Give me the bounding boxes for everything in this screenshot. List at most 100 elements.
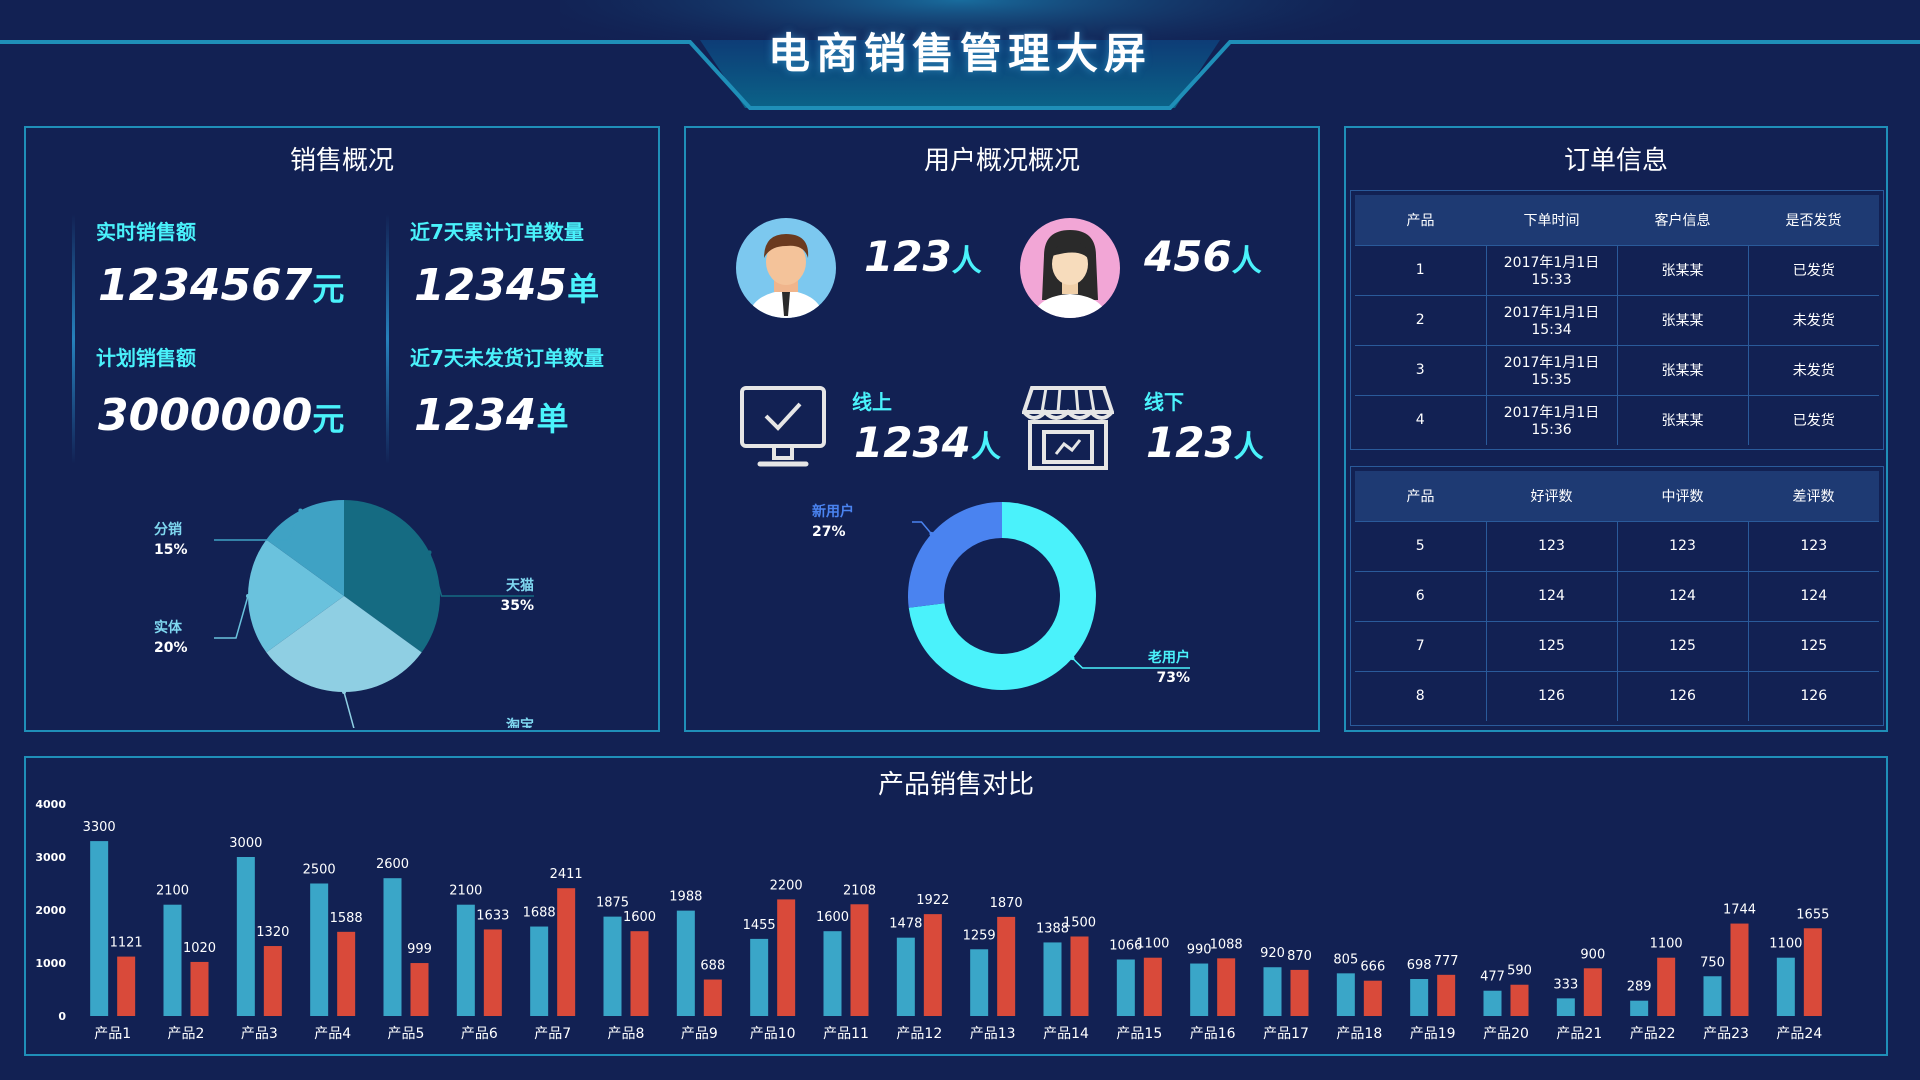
table-cell: 未发货 bbox=[1747, 344, 1879, 395]
bar-value-label: 477 bbox=[1480, 970, 1505, 985]
bar bbox=[1703, 976, 1722, 1016]
bar-value-label: 2600 bbox=[376, 857, 409, 872]
table-row: 5 123 123 123 bbox=[1355, 520, 1879, 571]
plan-sales-unit: 元 bbox=[312, 400, 345, 438]
bar-value-label: 920 bbox=[1260, 946, 1285, 961]
bar bbox=[337, 931, 356, 1016]
table-cell: 124 bbox=[1616, 570, 1748, 621]
male-avatar-icon bbox=[736, 218, 836, 318]
review-table-header: 产品 好评数 中评数 差评数 bbox=[1355, 471, 1879, 521]
bar bbox=[1803, 928, 1822, 1016]
x-tick-label: 产品14 bbox=[1043, 1026, 1089, 1042]
table-cell: 2017年1月1日15:35 bbox=[1485, 344, 1617, 395]
donut-label-percent: 73% bbox=[1156, 670, 1190, 686]
offline-label: 线下 bbox=[1144, 390, 1184, 414]
table-cell: 2017年1月1日15:33 bbox=[1485, 244, 1617, 295]
bar bbox=[750, 938, 769, 1016]
bar-value-label: 2100 bbox=[449, 884, 482, 899]
bar bbox=[90, 841, 109, 1016]
bar bbox=[630, 931, 649, 1016]
order-info-panel: 订单信息 产品 下单时间 客户信息 是否发货 1 2017年1月1日15:33 … bbox=[1344, 126, 1888, 732]
table-cell: 123 bbox=[1616, 520, 1748, 571]
bar-value-label: 1478 bbox=[889, 917, 922, 932]
x-tick-label: 产品20 bbox=[1483, 1026, 1529, 1042]
female-users-unit: 人 bbox=[1231, 244, 1262, 279]
bar-value-label: 3300 bbox=[83, 820, 116, 835]
bar-value-label: 2411 bbox=[550, 867, 583, 882]
product-sales-title: 产品销售对比 bbox=[877, 770, 1034, 800]
x-tick-label: 产品1 bbox=[94, 1026, 131, 1042]
donut-label-dot bbox=[929, 531, 934, 536]
realtime-sales-value: 1234567元 bbox=[98, 260, 344, 311]
review-table: 产品 好评数 中评数 差评数 5 123 123 123 6 124 124 1 bbox=[1350, 466, 1884, 726]
bar-value-label: 805 bbox=[1333, 952, 1358, 967]
orders7-value: 12345单 bbox=[414, 260, 599, 311]
bar bbox=[1556, 998, 1575, 1016]
table-row: 8 126 126 126 bbox=[1355, 670, 1879, 721]
bar bbox=[1437, 974, 1456, 1016]
bar bbox=[1583, 968, 1602, 1016]
orders7-unit: 单 bbox=[567, 270, 600, 308]
store-icon bbox=[1022, 386, 1114, 470]
bar bbox=[190, 961, 209, 1016]
x-tick-label: 产品13 bbox=[970, 1026, 1016, 1042]
bar-value-label: 1988 bbox=[669, 890, 702, 905]
table-cell: 未发货 bbox=[1747, 294, 1879, 345]
bar bbox=[703, 979, 722, 1016]
x-tick-label: 产品3 bbox=[241, 1026, 278, 1042]
bar bbox=[1190, 963, 1209, 1016]
bar-value-label: 289 bbox=[1627, 980, 1652, 995]
x-tick-label: 产品10 bbox=[750, 1026, 796, 1042]
pie-label-name: 实体 bbox=[154, 619, 183, 636]
female-users-number: 456 bbox=[1144, 232, 1232, 281]
x-tick-label: 产品23 bbox=[1703, 1026, 1749, 1042]
bar bbox=[1410, 979, 1429, 1016]
pie-label-dot bbox=[342, 690, 346, 694]
bar bbox=[603, 916, 622, 1016]
table-row: 7 125 125 125 bbox=[1355, 620, 1879, 671]
bar-value-label: 1100 bbox=[1769, 937, 1802, 952]
pie-label-name: 天猫 bbox=[506, 577, 534, 594]
bar-value-label: 3000 bbox=[229, 836, 262, 851]
orders7-label: 近7天累计订单数量 bbox=[410, 220, 584, 244]
user-overview-title: 用户概况概况 bbox=[923, 146, 1080, 176]
bar bbox=[530, 926, 549, 1016]
bar bbox=[997, 916, 1016, 1016]
bar-value-label: 1922 bbox=[916, 893, 949, 908]
table-cell: 125 bbox=[1747, 620, 1879, 671]
pie-label-dot bbox=[246, 594, 250, 598]
sales-overview-panel: 销售概况 实时销售额 1234567元 计划销售额 3000000元 近7天累计… bbox=[24, 126, 660, 732]
column-header: 中评数 bbox=[1617, 471, 1748, 521]
table-cell: 126 bbox=[1616, 670, 1748, 721]
pie-slice bbox=[266, 500, 344, 596]
bar bbox=[1070, 936, 1089, 1016]
female-users-value: 456人 bbox=[1144, 232, 1262, 281]
bar-value-label: 1744 bbox=[1723, 903, 1756, 918]
bar bbox=[383, 878, 402, 1016]
bar bbox=[923, 914, 942, 1016]
offline-users-number: 123 bbox=[1146, 418, 1234, 467]
bar bbox=[483, 929, 502, 1016]
sales-overview-title: 销售概况 bbox=[289, 146, 394, 176]
table-cell: 张某某 bbox=[1616, 344, 1748, 395]
bar bbox=[1510, 984, 1529, 1016]
bar-value-label: 1600 bbox=[816, 910, 849, 925]
table-cell: 124 bbox=[1747, 570, 1879, 621]
pie-slice bbox=[344, 500, 440, 653]
bar-value-label: 777 bbox=[1434, 954, 1459, 969]
x-tick-label: 产品11 bbox=[823, 1026, 869, 1042]
bar-value-label: 590 bbox=[1507, 964, 1532, 979]
table-cell: 2 bbox=[1355, 294, 1486, 345]
table-row: 3 2017年1月1日15:35 张某某 未发货 bbox=[1355, 344, 1879, 395]
column-header: 产品 bbox=[1355, 195, 1486, 245]
unshipped-unit: 单 bbox=[536, 400, 569, 438]
pie-label-dot bbox=[298, 508, 303, 513]
bar bbox=[823, 931, 842, 1016]
bar bbox=[1483, 990, 1502, 1016]
pie-label-name: 分销 bbox=[154, 521, 182, 538]
bar bbox=[1290, 969, 1309, 1016]
bar-value-label: 1088 bbox=[1210, 937, 1243, 952]
column-header: 下单时间 bbox=[1486, 195, 1617, 245]
header-decoration bbox=[0, 0, 1920, 110]
realtime-sales-label: 实时销售额 bbox=[96, 220, 196, 244]
